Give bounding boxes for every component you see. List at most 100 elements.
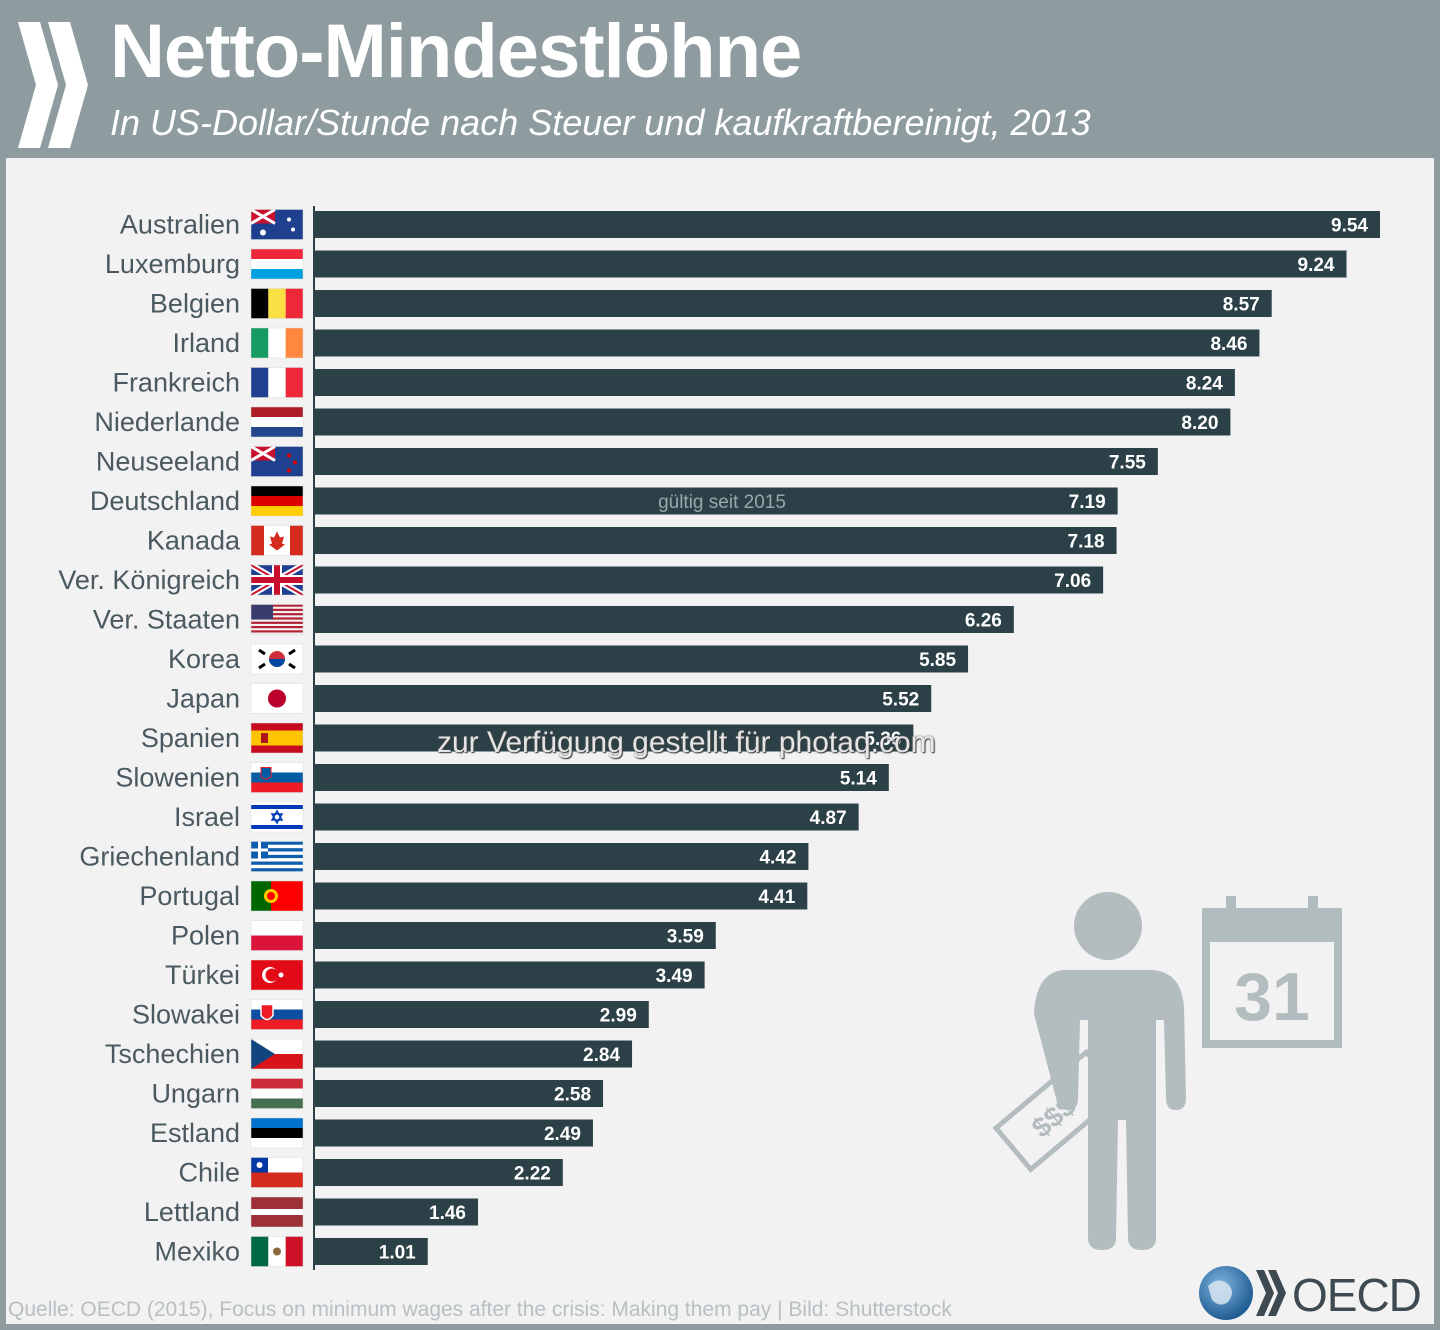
category-label: Neuseeland	[96, 447, 240, 477]
value-label: 8.57	[1223, 295, 1260, 316]
bar-ungarn	[315, 1080, 604, 1107]
worker-calendar-illustration: $$$ 31	[992, 892, 1342, 1250]
bar-australien	[315, 211, 1380, 238]
value-label: 5.14	[840, 769, 877, 790]
value-label: 5.52	[882, 690, 919, 711]
flag-icon-spanien	[250, 722, 304, 754]
category-label: Spanien	[141, 723, 240, 753]
bar-polen	[315, 922, 716, 949]
bar-portugal	[315, 882, 808, 910]
flag-icon-polen	[250, 920, 304, 951]
bar-chile	[315, 1159, 563, 1186]
category-label: Slowenien	[115, 763, 240, 793]
value-label: 2.49	[544, 1124, 581, 1145]
person-body-icon	[1034, 970, 1186, 1250]
flags	[249, 208, 305, 1267]
annotation-label: gültig seit 2015	[658, 492, 786, 513]
category-label: Tschechien	[105, 1039, 240, 1069]
value-label: 7.06	[1054, 571, 1091, 592]
value-label: 4.42	[759, 848, 796, 869]
flag-icon-luxemburg	[250, 248, 304, 280]
category-label: Australien	[120, 210, 240, 240]
chevron-logo-icon	[18, 22, 88, 148]
category-label: Deutschland	[90, 486, 240, 516]
bar-japan	[315, 685, 932, 712]
flag-icon-slowenien	[250, 762, 304, 793]
flag-icon-deutschland	[250, 485, 304, 517]
category-label: Luxemburg	[105, 249, 240, 279]
flag-icon-irland	[250, 327, 304, 359]
bar-luxemburg	[315, 250, 1347, 278]
category-label: Chile	[178, 1158, 240, 1188]
bar-neuseeland	[315, 448, 1158, 475]
bar-belgien	[315, 290, 1272, 317]
category-label: Griechenland	[79, 842, 240, 872]
value-label: 6.26	[965, 611, 1002, 632]
value-label: 5.36	[864, 729, 901, 750]
value-label: 2.22	[514, 1164, 551, 1185]
value-label: 9.54	[1331, 216, 1368, 237]
flag-icon-tschechien	[250, 1038, 304, 1070]
header: Netto-Mindestlöhne In US-Dollar/Stunde n…	[0, 0, 1440, 158]
value-label: 7.55	[1109, 453, 1146, 474]
bar-tschechien	[315, 1040, 633, 1068]
oecd-logo-text: OECD	[1292, 1269, 1422, 1321]
category-label: Slowakei	[132, 1000, 240, 1030]
flag-icon-australien	[250, 208, 304, 240]
flag-icon-kanada	[250, 525, 304, 556]
value-label: 8.24	[1186, 374, 1223, 395]
bar-chart: Australien 9.54 Luxemburg 9.24 Belgien 8.57 Ir…	[58, 206, 1380, 1270]
value-label: 3.59	[667, 927, 704, 948]
flag-icon-slowakei	[250, 999, 304, 1030]
flag-icon-chile	[250, 1157, 304, 1188]
category-label: Niederlande	[94, 407, 240, 437]
category-label: Estland	[150, 1118, 240, 1148]
flag-icon-lettland	[250, 1196, 304, 1228]
category-label: Irland	[172, 328, 240, 358]
flag-icon-niederlande	[250, 406, 304, 438]
flag-icon-estland	[250, 1117, 304, 1149]
flag-icon-japan	[250, 683, 304, 714]
bar-slowakei	[315, 1001, 649, 1028]
category-label: Polen	[171, 921, 240, 951]
oecd-globe-icon	[1199, 1266, 1286, 1320]
chart-subtitle: In US-Dollar/Stunde nach Steuer und kauf…	[110, 102, 1091, 143]
value-label: 8.46	[1210, 334, 1247, 355]
bar-estland	[315, 1119, 593, 1147]
bar-niederlande	[315, 408, 1231, 436]
bar-frankreich	[315, 369, 1235, 396]
value-label: 2.58	[554, 1085, 591, 1106]
source-note: Quelle: OECD (2015), Focus on minimum wa…	[8, 1298, 952, 1321]
chart-title: Netto-Mindestlöhne	[110, 9, 802, 94]
category-label: Kanada	[147, 526, 241, 556]
bar-ver-königreich	[315, 566, 1104, 594]
flag-icon-ungarn	[250, 1078, 304, 1109]
flag-icon-griechenland	[250, 841, 304, 872]
category-label: Ver. Staaten	[93, 605, 240, 635]
value-label: 2.99	[600, 1006, 637, 1027]
flag-icon-ver-königreich	[249, 562, 305, 598]
value-label: 4.87	[810, 808, 847, 829]
category-label: Mexiko	[154, 1237, 240, 1267]
watermark: zur Verfügung gestellt für photaq.com	[437, 726, 936, 759]
flag-icon-portugal	[250, 880, 304, 912]
category-label: Japan	[166, 684, 240, 714]
bar-griechenland	[315, 843, 809, 870]
flag-icon-belgien	[250, 288, 304, 319]
chart-panel: Australien 9.54 Luxemburg 9.24 Belgien 8.57 Ir…	[6, 158, 1434, 1324]
category-label: Israel	[174, 802, 240, 832]
category-label: Ungarn	[151, 1079, 240, 1109]
bar-slowenien	[315, 764, 889, 791]
value-label: 5.85	[919, 650, 956, 671]
category-label: Belgien	[150, 289, 240, 319]
value-label: 8.20	[1181, 413, 1218, 434]
flag-icon-mexiko	[250, 1236, 304, 1267]
bar-lettland	[315, 1198, 478, 1226]
value-label: 9.24	[1298, 255, 1335, 276]
category-label: Türkei	[165, 960, 240, 990]
flag-icon-korea	[250, 643, 304, 675]
calendar-icon: 31	[1202, 896, 1342, 1048]
value-label: 7.19	[1069, 492, 1106, 513]
flag-icon-frankreich	[250, 367, 304, 398]
value-label: 4.41	[758, 887, 795, 908]
